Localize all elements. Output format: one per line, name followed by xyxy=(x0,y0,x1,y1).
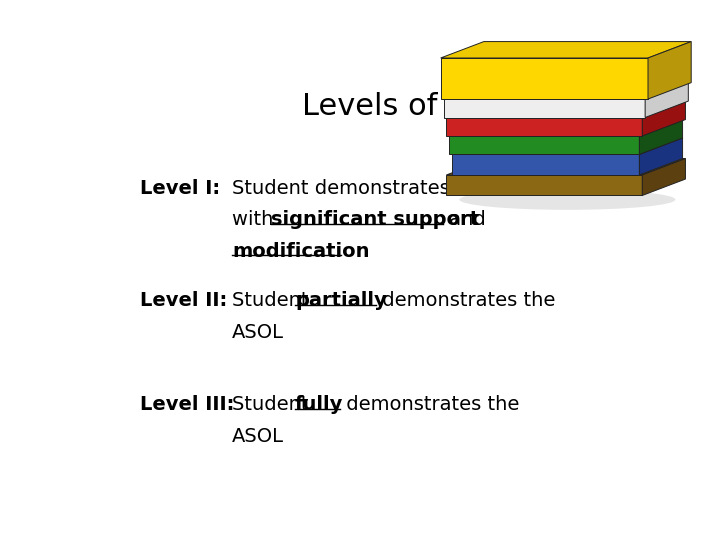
Text: demonstrates the: demonstrates the xyxy=(377,292,556,310)
Text: modification: modification xyxy=(233,241,370,260)
Text: Student demonstrates the ASOL: Student demonstrates the ASOL xyxy=(233,179,546,198)
Text: ASOL: ASOL xyxy=(233,322,284,342)
Polygon shape xyxy=(639,119,683,154)
Polygon shape xyxy=(446,118,642,136)
Polygon shape xyxy=(446,159,685,175)
Polygon shape xyxy=(444,99,645,118)
Text: fully: fully xyxy=(295,395,343,414)
Polygon shape xyxy=(452,138,683,154)
Polygon shape xyxy=(444,83,688,99)
Text: with: with xyxy=(233,210,280,230)
Polygon shape xyxy=(446,175,642,195)
Text: and: and xyxy=(444,210,486,230)
Polygon shape xyxy=(441,42,691,58)
Text: Student: Student xyxy=(233,395,315,414)
Polygon shape xyxy=(441,58,648,99)
Text: Level II:: Level II: xyxy=(140,292,228,310)
Text: ASOL: ASOL xyxy=(233,427,284,446)
Ellipse shape xyxy=(459,190,675,210)
Polygon shape xyxy=(642,159,685,195)
Polygon shape xyxy=(449,119,683,136)
Text: demonstrates the: demonstrates the xyxy=(340,395,520,414)
Text: Student: Student xyxy=(233,292,315,310)
Text: Levels of Performance: Levels of Performance xyxy=(302,92,640,121)
Polygon shape xyxy=(639,138,683,175)
Text: partially: partially xyxy=(295,292,387,310)
Polygon shape xyxy=(446,101,685,118)
Text: Level III:: Level III: xyxy=(140,395,235,414)
Polygon shape xyxy=(452,154,639,175)
Polygon shape xyxy=(642,101,685,136)
Text: Level I:: Level I: xyxy=(140,179,220,198)
Text: significant support: significant support xyxy=(271,210,480,230)
Polygon shape xyxy=(645,83,688,118)
Polygon shape xyxy=(449,136,639,154)
Polygon shape xyxy=(648,42,691,99)
